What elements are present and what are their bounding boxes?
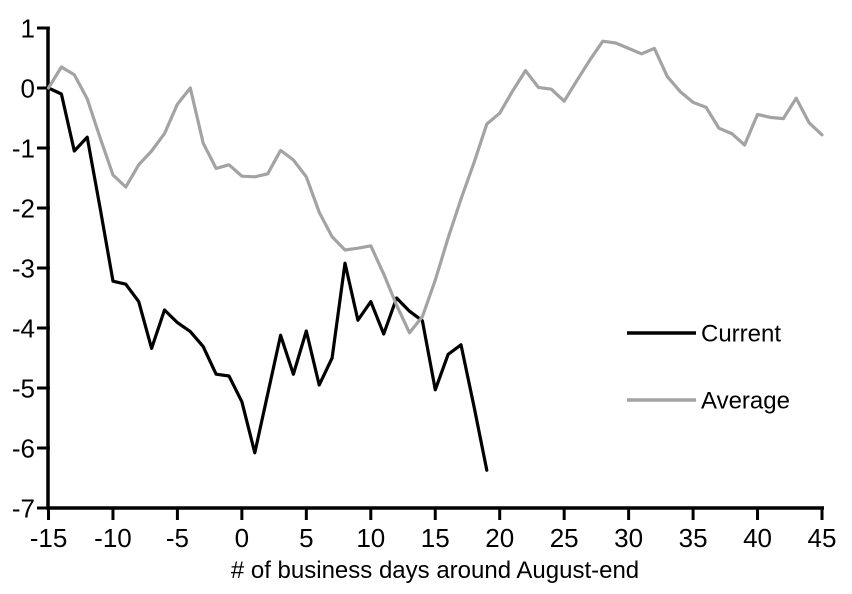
x-tick-label: 5: [299, 523, 313, 553]
x-axis-labels: -15 -10 -5 0 5 10 15 20 25 30 35 40 45: [30, 523, 837, 553]
y-tick-label: -1: [12, 134, 35, 164]
current-series-line: [46, 86, 489, 472]
x-tick-label: 40: [743, 523, 772, 553]
y-tick-label: 0: [21, 74, 35, 104]
y-tick-label: -6: [12, 434, 35, 464]
y-tick-label: -7: [12, 494, 35, 524]
y-axis-labels: 1 0 -1 -2 -3 -4 -5 -6 -7: [12, 14, 35, 524]
y-tick-label: -5: [12, 374, 35, 404]
y-tick-label: 1: [21, 14, 35, 44]
x-tick-label: 15: [421, 523, 450, 553]
average-series-line: [46, 39, 824, 335]
x-tick-label: 10: [356, 523, 385, 553]
x-axis-title: # of business days around August-end: [231, 557, 639, 584]
x-tick-label: 30: [614, 523, 643, 553]
x-tick-label: 45: [808, 523, 837, 553]
x-tick-label: 35: [679, 523, 708, 553]
legend-current-label: Current: [701, 321, 781, 348]
y-tick-label: -4: [12, 314, 35, 344]
y-axis-ticks: [37, 26, 50, 510]
x-tick-label: 25: [550, 523, 579, 553]
x-tick-label: -10: [94, 523, 132, 553]
x-tick-label: -15: [30, 523, 68, 553]
y-tick-label: -2: [12, 194, 35, 224]
legend-average-label: Average: [701, 388, 790, 415]
x-tick-label: -5: [166, 523, 189, 553]
x-axis-ticks: [47, 508, 824, 520]
x-tick-label: 20: [485, 523, 514, 553]
x-tick-label: 0: [235, 523, 249, 553]
y-tick-label: -3: [12, 254, 35, 284]
